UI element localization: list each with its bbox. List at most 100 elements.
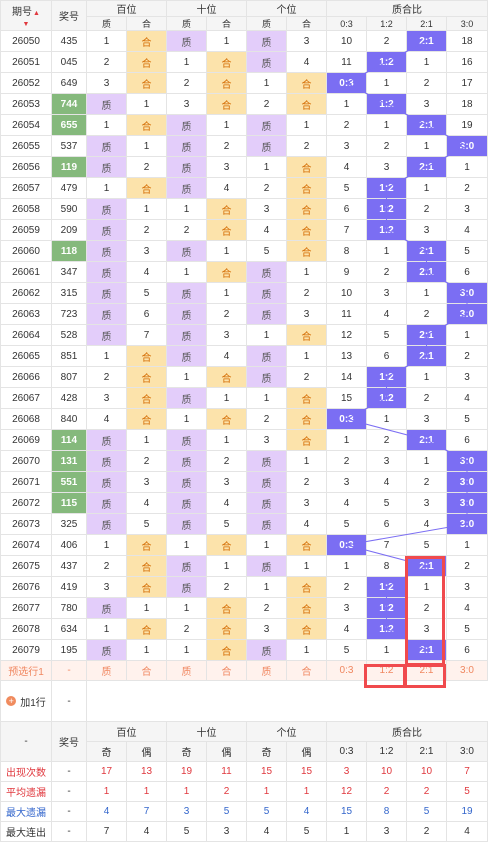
- ratio-miss-cell: 4: [366, 471, 407, 493]
- preselect-u-prime[interactable]: 质: [246, 660, 287, 681]
- preselect-u-composite[interactable]: 合: [286, 660, 327, 681]
- table-row: 26076 419 3 合质 2 1 合 2 1:2 1 3: [0, 576, 488, 598]
- hundreds-prime-cell: 质: [86, 156, 127, 178]
- units-prime-cell: 3: [246, 618, 287, 640]
- hundreds-prime-cell: 质: [86, 219, 127, 241]
- stats-value: 12: [326, 781, 367, 802]
- hundreds-composite-cell: 2: [126, 450, 167, 472]
- hundreds-prime-cell: 质: [86, 282, 127, 304]
- tens-composite-cell: 1: [206, 429, 247, 451]
- ratio-miss-cell: 3: [406, 93, 447, 115]
- units-composite-cell: 1: [286, 261, 327, 283]
- add-row-button-cell[interactable]: + 加1行: [0, 680, 52, 722]
- ratio-miss-cell: 1: [406, 135, 447, 157]
- hundreds-composite-cell: 1: [126, 429, 167, 451]
- stats-value: 11: [206, 761, 247, 782]
- units-prime-cell: 2: [246, 408, 287, 430]
- issue-cell: 26054: [0, 114, 52, 136]
- preselect-t-prime[interactable]: 质: [166, 660, 207, 681]
- table-row: 26063 723 质 6 质 2 质 3 11 4 2 3:0: [0, 303, 488, 325]
- stats-value: 15: [246, 761, 287, 782]
- ratio-miss-cell: 11: [326, 303, 367, 325]
- hundreds-prime-cell: 质: [86, 597, 127, 619]
- tens-prime-cell: 质: [166, 471, 207, 493]
- footer-ratio-03: 0:3: [326, 741, 367, 762]
- ratio-miss-cell: 1: [366, 408, 407, 430]
- tens-prime-cell: 1: [166, 51, 207, 73]
- preselect-ratio-30[interactable]: 3:0: [446, 660, 488, 681]
- hundreds-composite-cell: 合: [126, 408, 167, 430]
- stats-value: 4: [246, 821, 287, 842]
- ratio-ball: 2:1: [406, 345, 447, 367]
- units-composite-cell: 合: [286, 576, 327, 598]
- ratio-miss-cell: 1: [326, 555, 367, 577]
- units-composite-cell: 合: [286, 429, 327, 451]
- stats-value: 17: [86, 761, 127, 782]
- ratio-ball: 2:1: [406, 324, 447, 346]
- preselect-label[interactable]: 预选行1: [0, 660, 52, 681]
- stats-value: 5: [206, 801, 247, 822]
- units-composite-header: 合: [286, 16, 327, 31]
- units-prime-cell: 5: [246, 240, 287, 262]
- issue-cell: 26060: [0, 240, 52, 262]
- tens-prime-cell: 1: [166, 366, 207, 388]
- units-composite-cell: 合: [286, 324, 327, 346]
- preselect-h-prime[interactable]: 质: [86, 660, 127, 681]
- ratio-miss-cell: 3: [406, 408, 447, 430]
- issue-cell: 26058: [0, 198, 52, 220]
- preselect-t-composite[interactable]: 合: [206, 660, 247, 681]
- units-composite-cell: 合: [286, 387, 327, 409]
- stats-value: 1: [246, 781, 287, 802]
- stats-value: 1: [286, 781, 327, 802]
- award-number-cell: 479: [51, 177, 87, 199]
- hundreds-prime-cell: 1: [86, 618, 127, 640]
- footer-ratio: 质合比: [326, 721, 488, 742]
- tens-prime-cell: 质: [166, 240, 207, 262]
- add-row: + 加1行 -: [0, 680, 488, 722]
- stats-value: 19: [166, 761, 207, 782]
- ratio-miss-cell: 1: [446, 156, 488, 178]
- hundreds-prime-cell: 质: [86, 261, 127, 283]
- ratio-miss-cell: 3: [406, 219, 447, 241]
- units-composite-cell: 合: [286, 597, 327, 619]
- hundreds-composite-cell: 5: [126, 282, 167, 304]
- hundreds-prime-cell: 2: [86, 555, 127, 577]
- ratio-miss-cell: 6: [326, 198, 367, 220]
- award-number-cell: 406: [51, 534, 87, 556]
- ratio-miss-cell: 18: [446, 93, 488, 115]
- tens-prime-cell: 质: [166, 324, 207, 346]
- stats-value: 19: [446, 801, 488, 822]
- stats-value: 3: [326, 761, 367, 782]
- hundreds-composite-cell: 合: [126, 177, 167, 199]
- ratio-ball: 1:2: [366, 51, 407, 73]
- sort-icon[interactable]: ▲ ▼: [22, 9, 40, 28]
- add-row-button[interactable]: + 加1行: [6, 694, 46, 709]
- award-number-cell: 118: [51, 240, 87, 262]
- units-composite-cell: 2: [286, 135, 327, 157]
- ratio-miss-cell: 5: [366, 324, 407, 346]
- ratio-ball: 3:0: [446, 471, 488, 493]
- issue-header[interactable]: 期号▲ ▼: [0, 0, 52, 31]
- ratio-ball: 3:0: [446, 513, 488, 535]
- award-number-cell: 551: [51, 471, 87, 493]
- hundreds-prime-cell: 质: [86, 240, 127, 262]
- issue-cell: 26063: [0, 303, 52, 325]
- hundreds-composite-cell: 4: [126, 492, 167, 514]
- ratio-miss-cell: 2: [446, 555, 488, 577]
- units-prime-cell: 1: [246, 576, 287, 598]
- footer-u-odd: 奇: [246, 741, 287, 762]
- award-number-cell: 851: [51, 345, 87, 367]
- footer-section: - 奖号 百位 十位 个位 质合比 奇 偶 奇 偶 奇 偶 0:3 1:2 2:…: [0, 721, 488, 762]
- preselect-ratio-12[interactable]: 1:2: [366, 660, 407, 681]
- units-prime-cell: 2: [246, 177, 287, 199]
- ratio-miss-cell: 1: [406, 177, 447, 199]
- preselect-h-composite[interactable]: 合: [126, 660, 167, 681]
- table-row: 26066 807 2 合 1 合质 2 14 1:2 1 3: [0, 366, 488, 388]
- stats-value: 7: [446, 761, 488, 782]
- units-prime-cell: 3: [246, 198, 287, 220]
- preselect-ratio-03[interactable]: 0:3: [326, 660, 367, 681]
- preselect-ratio-21[interactable]: 2:1: [406, 660, 447, 681]
- table-row: 26060 118 质 3 质 1 5 合 8 1 2:1 5: [0, 240, 488, 262]
- table-row: 26061 347 质 4 1 合质 1 9 2 2:1 6: [0, 261, 488, 283]
- ratio-ball: 1:2: [366, 576, 407, 598]
